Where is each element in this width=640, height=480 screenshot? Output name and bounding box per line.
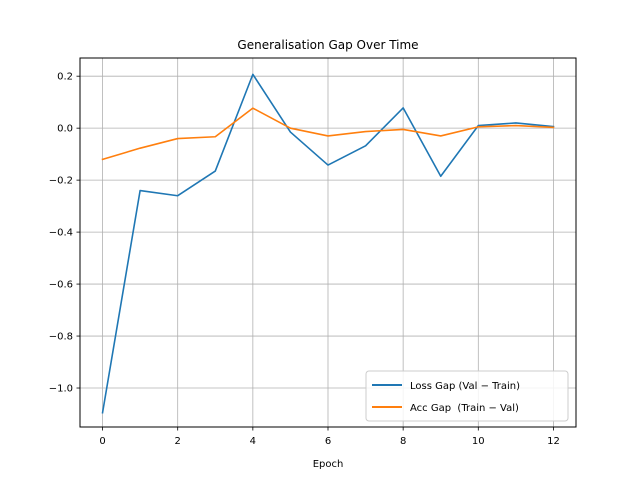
series-line-loss-gap [101, 73, 555, 414]
y-tick-label: 0.2 [57, 72, 73, 83]
x-tick-label: 4 [250, 436, 256, 447]
y-axis-ticks: −1.0 −0.8 −0.6 −0.4 −0.2 0.0 0.2 [49, 72, 80, 395]
y-tick-label: 0.0 [57, 124, 73, 135]
y-tick-label: −0.6 [49, 280, 73, 291]
legend-box [365, 370, 569, 422]
x-tick-label: 0 [99, 436, 105, 447]
x-axis-ticks: 0 2 4 6 8 10 12 [99, 427, 560, 447]
y-tick-label: −0.4 [49, 228, 73, 239]
x-tick-label: 2 [175, 436, 181, 447]
x-tick-label: 6 [325, 436, 331, 447]
x-tick-label: 10 [472, 436, 485, 447]
y-tick-label: −0.8 [49, 332, 73, 343]
series-line-acc-gap [101, 107, 555, 161]
x-tick-label: 8 [400, 436, 406, 447]
chart-title: Generalisation Gap Over Time [237, 38, 418, 52]
legend-label-acc-gap: Acc Gap (Train − Val) [410, 403, 519, 414]
grid-lines [80, 58, 576, 427]
series-lines [101, 73, 555, 414]
legend-label-loss-gap: Loss Gap (Val − Train) [410, 381, 520, 392]
x-axis-label: Epoch [313, 459, 344, 470]
x-tick-label: 12 [547, 436, 560, 447]
y-tick-label: −0.2 [49, 176, 73, 187]
legend: Loss Gap (Val − Train) Acc Gap (Train − … [365, 370, 569, 422]
y-tick-label: −1.0 [49, 384, 73, 395]
